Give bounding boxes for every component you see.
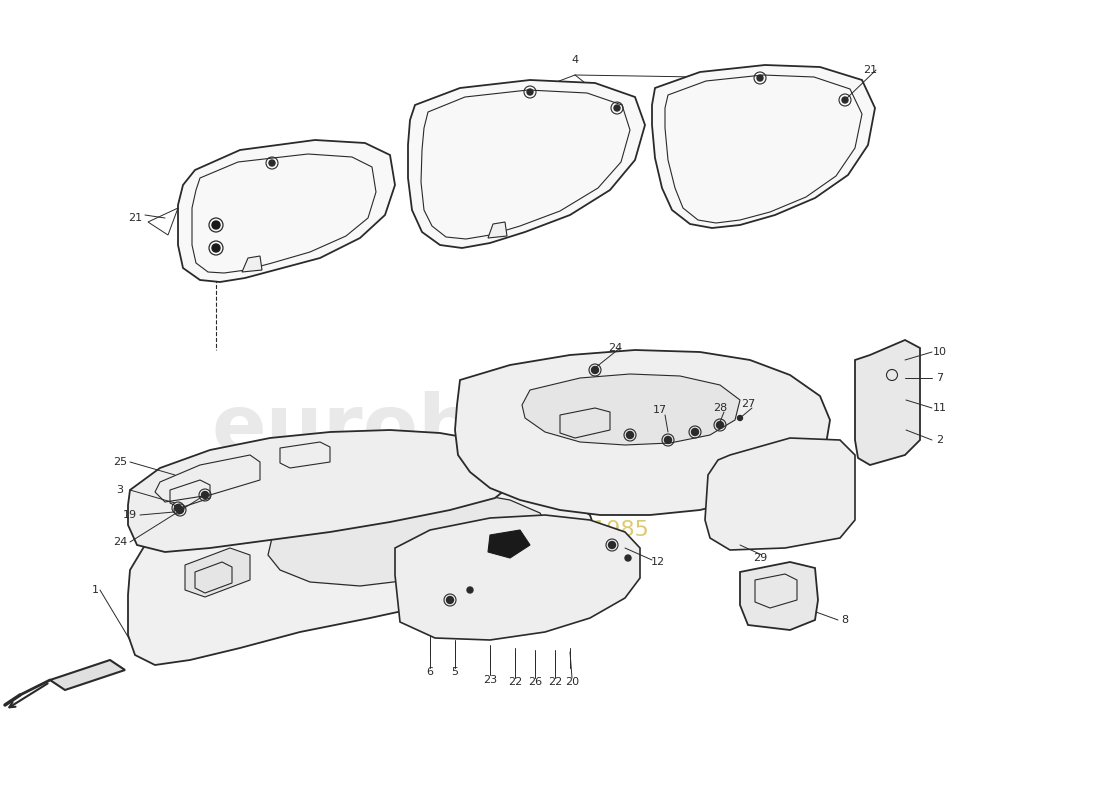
Circle shape: [842, 97, 848, 103]
Circle shape: [890, 427, 894, 433]
Text: 2: 2: [936, 435, 944, 445]
Text: 20: 20: [565, 677, 579, 687]
Text: 21: 21: [128, 213, 142, 223]
Circle shape: [468, 587, 473, 593]
Circle shape: [716, 422, 724, 429]
Circle shape: [447, 597, 453, 603]
Text: 17: 17: [653, 405, 667, 415]
Polygon shape: [652, 65, 874, 228]
Text: 3: 3: [117, 485, 123, 495]
Text: 11: 11: [933, 403, 947, 413]
Circle shape: [201, 491, 209, 498]
Circle shape: [757, 75, 763, 81]
Circle shape: [212, 244, 220, 252]
Text: 10: 10: [933, 347, 947, 357]
Polygon shape: [242, 256, 262, 272]
Polygon shape: [408, 80, 645, 248]
Circle shape: [592, 366, 598, 374]
Text: 24: 24: [113, 537, 128, 547]
Circle shape: [627, 431, 634, 438]
Polygon shape: [488, 222, 507, 238]
Circle shape: [270, 160, 275, 166]
Text: 6: 6: [427, 667, 433, 677]
Circle shape: [889, 372, 895, 378]
Text: 28: 28: [713, 403, 727, 413]
Text: 25: 25: [113, 457, 128, 467]
Text: 5: 5: [451, 667, 459, 677]
Polygon shape: [379, 483, 440, 517]
Circle shape: [614, 105, 620, 111]
Polygon shape: [128, 430, 520, 552]
Text: 26: 26: [528, 677, 542, 687]
Polygon shape: [395, 515, 640, 640]
Text: 22: 22: [548, 677, 562, 687]
Text: 24: 24: [608, 343, 623, 353]
Circle shape: [664, 437, 671, 443]
Circle shape: [527, 89, 534, 95]
Polygon shape: [268, 492, 550, 586]
Text: 22: 22: [508, 677, 522, 687]
Polygon shape: [705, 438, 855, 550]
Polygon shape: [488, 530, 530, 558]
Circle shape: [212, 221, 220, 229]
Polygon shape: [128, 478, 595, 665]
Text: 4: 4: [571, 55, 579, 65]
Polygon shape: [522, 374, 740, 445]
Text: 27: 27: [741, 399, 755, 409]
Text: 12: 12: [651, 557, 666, 567]
Text: 19: 19: [123, 510, 138, 520]
Circle shape: [625, 555, 631, 561]
Polygon shape: [455, 350, 830, 515]
Text: 29: 29: [752, 553, 767, 563]
Text: 8: 8: [842, 615, 848, 625]
Text: eurobodges: eurobodges: [211, 390, 749, 470]
Text: 23: 23: [483, 675, 497, 685]
Text: 1: 1: [91, 585, 99, 595]
Text: a passion for parts since 1985: a passion for parts since 1985: [311, 520, 648, 540]
Polygon shape: [178, 140, 395, 282]
Polygon shape: [855, 340, 920, 465]
Circle shape: [692, 429, 698, 435]
Circle shape: [608, 542, 616, 549]
Polygon shape: [50, 660, 125, 690]
Polygon shape: [740, 562, 818, 630]
Polygon shape: [185, 548, 250, 597]
Circle shape: [176, 506, 184, 514]
Circle shape: [175, 505, 182, 511]
Text: 21: 21: [862, 65, 877, 75]
Text: 7: 7: [936, 373, 944, 383]
Circle shape: [737, 415, 742, 421]
